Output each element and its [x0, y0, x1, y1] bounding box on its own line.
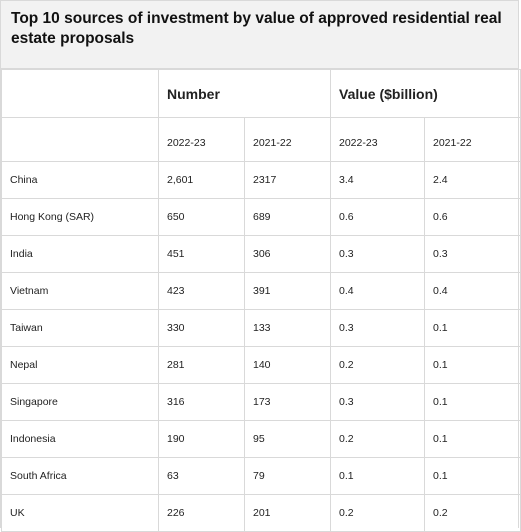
cell-value-2021-22: 0.1: [423, 420, 521, 458]
table-row: Hong Kong (SAR) 650 689 0.6 0.6: [1, 198, 521, 236]
cell-value-2022-23: 0.2: [330, 494, 425, 532]
cell-country: China: [1, 161, 159, 199]
table-row: China 2,601 2317 3.4 2.4: [1, 161, 521, 199]
cell-number-2022-23: 190: [158, 420, 245, 458]
sub-header-row: 2022-23 2021-22 2022-23 2021-22: [1, 117, 521, 162]
cell-value-2021-22: 0.2: [423, 494, 521, 532]
cell-country: Vietnam: [1, 272, 159, 310]
table-row: UK 226 201 0.2 0.2: [1, 494, 521, 532]
cell-value-2021-22: 0.1: [423, 457, 521, 495]
cell-value-2021-22: 0.3: [423, 235, 521, 273]
cell-number-2021-22: 95: [244, 420, 331, 458]
cell-number-2021-22: 140: [244, 346, 331, 384]
cell-value-2021-22: 0.1: [423, 346, 521, 384]
cell-value-2021-22: 0.1: [423, 383, 521, 421]
cell-country: Taiwan: [1, 309, 159, 347]
cell-country: Nepal: [1, 346, 159, 384]
cell-number-2022-23: 650: [158, 198, 245, 236]
cell-number-2021-22: 79: [244, 457, 331, 495]
cell-number-2021-22: 2317: [244, 161, 331, 199]
sub-header-value-2021-22: 2021-22: [423, 117, 521, 162]
cell-number-2022-23: 2,601: [158, 161, 245, 199]
table-row: India 451 306 0.3 0.3: [1, 235, 521, 273]
cell-value-2022-23: 0.4: [330, 272, 425, 310]
cell-value-2021-22: 2.4: [423, 161, 521, 199]
cell-number-2022-23: 226: [158, 494, 245, 532]
cell-value-2022-23: 3.4: [330, 161, 425, 199]
cell-value-2022-23: 0.2: [330, 420, 425, 458]
cell-country: UK: [1, 494, 159, 532]
sub-header-number-2022-23: 2022-23: [158, 117, 245, 162]
investment-table: Number Value ($billion) 2022-23 2021-22 …: [1, 69, 521, 532]
cell-number-2021-22: 133: [244, 309, 331, 347]
sub-header-number-2021-22: 2021-22: [244, 117, 331, 162]
group-header-value: Value ($billion): [329, 69, 521, 118]
sub-header-value-2022-23: 2022-23: [330, 117, 425, 162]
sub-header-blank: [1, 117, 159, 162]
table-row: Indonesia 190 95 0.2 0.1: [1, 420, 521, 458]
cell-number-2021-22: 391: [244, 272, 331, 310]
table-row: Singapore 316 173 0.3 0.1: [1, 383, 521, 421]
table-row: Nepal 281 140 0.2 0.1: [1, 346, 521, 384]
cell-number-2021-22: 306: [244, 235, 331, 273]
group-header-number: Number: [158, 69, 331, 118]
cell-value-2022-23: 0.1: [330, 457, 425, 495]
cell-country: Singapore: [1, 383, 159, 421]
cell-country: Hong Kong (SAR): [1, 198, 159, 236]
table-title: Top 10 sources of investment by value of…: [11, 10, 502, 47]
cell-country: South Africa: [1, 457, 159, 495]
cell-number-2022-23: 330: [158, 309, 245, 347]
cell-number-2022-23: 451: [158, 235, 245, 273]
table-body: China 2,601 2317 3.4 2.4 Hong Kong (SAR) 650 68…: [1, 161, 521, 532]
cell-number-2022-23: 63: [158, 457, 245, 495]
cell-value-2021-22: 0.4: [423, 272, 521, 310]
cell-value-2022-23: 0.3: [330, 309, 425, 347]
table-row: Taiwan 330 133 0.3 0.1: [1, 309, 521, 347]
cell-value-2022-23: 0.6: [330, 198, 425, 236]
cell-number-2022-23: 281: [158, 346, 245, 384]
group-header-blank: [1, 69, 159, 118]
cell-number-2021-22: 173: [244, 383, 331, 421]
cell-value-2021-22: 0.6: [423, 198, 521, 236]
cell-number-2021-22: 201: [244, 494, 331, 532]
title-bar: Top 10 sources of investment by value of…: [1, 0, 518, 69]
cell-number-2022-23: 316: [158, 383, 245, 421]
cell-number-2021-22: 689: [244, 198, 331, 236]
group-header-row: Number Value ($billion): [1, 69, 521, 118]
cell-country: Indonesia: [1, 420, 159, 458]
cell-value-2022-23: 0.3: [330, 235, 425, 273]
cell-country: India: [1, 235, 159, 273]
cell-value-2022-23: 0.3: [330, 383, 425, 421]
cell-value-2022-23: 0.2: [330, 346, 425, 384]
cell-number-2022-23: 423: [158, 272, 245, 310]
table-row: South Africa 63 79 0.1 0.1: [1, 457, 521, 495]
cell-value-2021-22: 0.1: [423, 309, 521, 347]
table-row: Vietnam 423 391 0.4 0.4: [1, 272, 521, 310]
